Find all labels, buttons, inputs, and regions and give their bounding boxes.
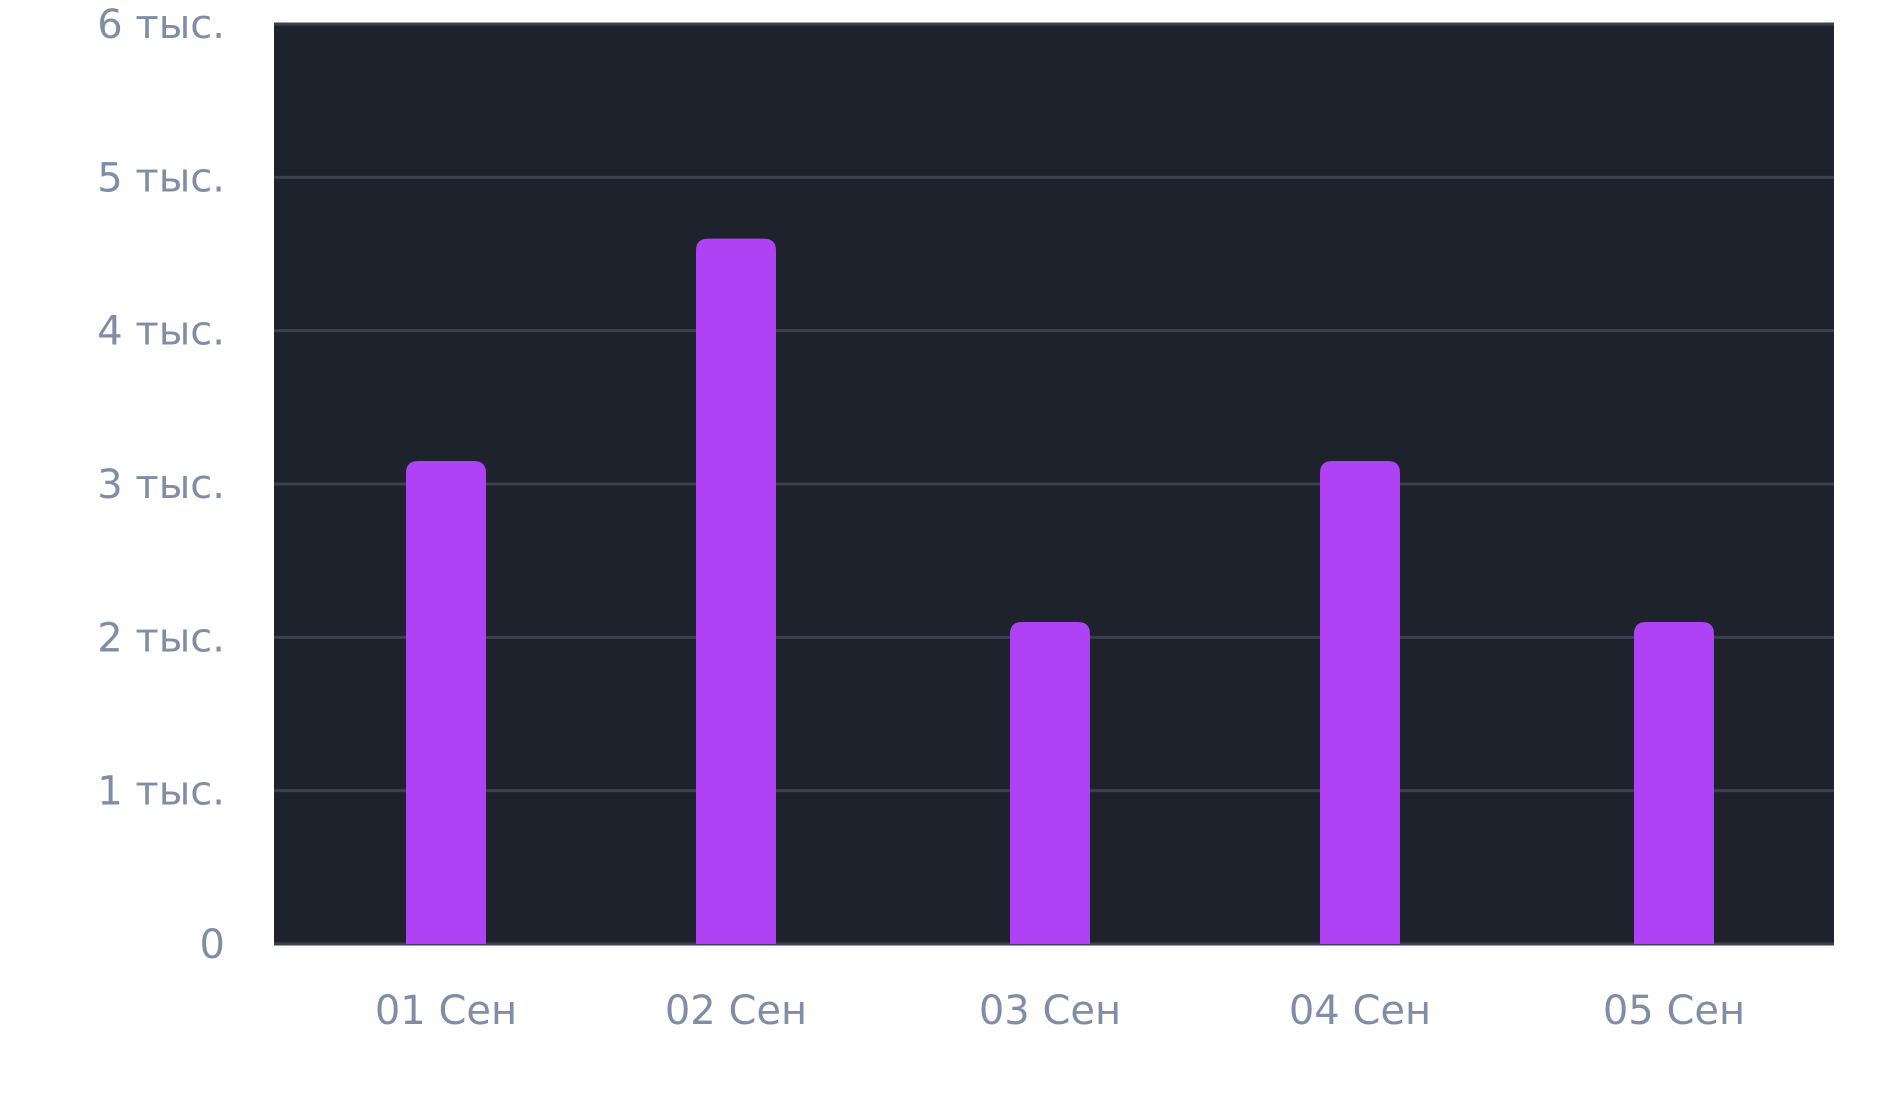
x-tick-label-3: 03 Сен — [979, 988, 1121, 1034]
y-tick-label-5: 5 тыс. — [97, 155, 225, 201]
x-tick-label-4: 04 Сен — [1289, 988, 1431, 1034]
x-tick-label-5: 05 Сен — [1603, 988, 1745, 1034]
bar-1[interactable] — [406, 461, 486, 944]
x-tick-label-1: 01 Сен — [375, 988, 517, 1034]
bar-4[interactable] — [1320, 461, 1400, 944]
y-tick-label-1: 1 тыс. — [97, 769, 225, 815]
y-tick-label-2: 2 тыс. — [97, 615, 225, 661]
bar-3[interactable] — [1010, 622, 1090, 944]
y-tick-label-0: 0 — [200, 922, 225, 968]
y-tick-label-4: 4 тыс. — [97, 309, 225, 355]
y-tick-label-6: 6 тыс. — [97, 2, 225, 48]
bars — [406, 238, 1714, 944]
y-tick-label-3: 3 тыс. — [97, 462, 225, 508]
y-axis-tick-labels: 0 1 тыс. 2 тыс. 3 тыс. 4 тыс. 5 тыс. 6 тыс. — [97, 2, 225, 968]
bar-2[interactable] — [696, 238, 776, 944]
x-axis-tick-labels: 01 Сен 02 Сен 03 Сен 04 Сен 05 Сен — [375, 988, 1745, 1034]
x-tick-label-2: 02 Сен — [665, 988, 807, 1034]
bar-5[interactable] — [1634, 622, 1714, 944]
